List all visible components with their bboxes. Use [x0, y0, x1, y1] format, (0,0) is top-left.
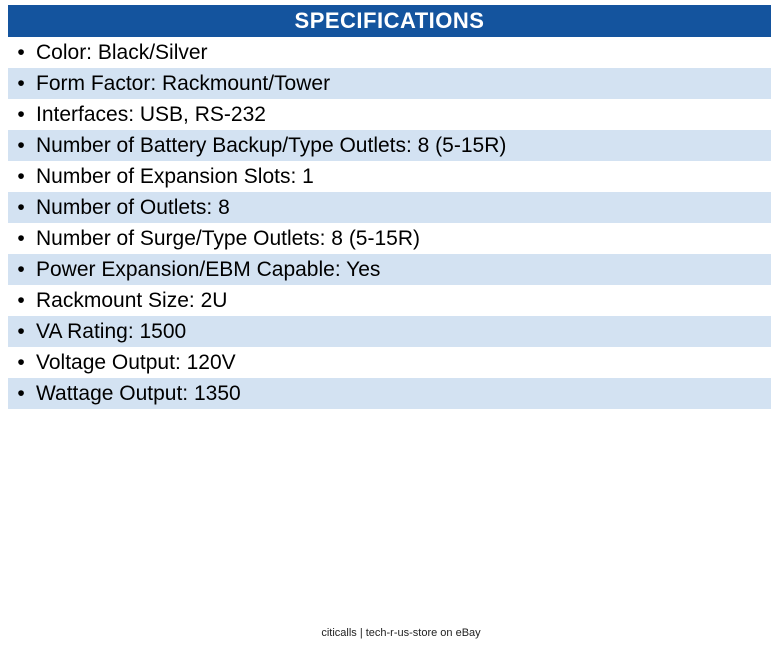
spec-text: Form Factor: Rackmount/Tower [36, 72, 331, 95]
bullet-icon: • [17, 289, 25, 312]
spec-row: • Color: Black/Silver [8, 37, 771, 68]
specifications-table: SPECIFICATIONS • Color: Black/Silver • Form… [8, 5, 771, 409]
spec-rows: • Color: Black/Silver • Form Factor: Rackmo… [8, 37, 771, 409]
spec-text: Interfaces: USB, RS-232 [36, 103, 266, 126]
spec-row: • Number of Expansion Slots: 1 [8, 161, 771, 192]
spec-text: Power Expansion/EBM Capable: Yes [36, 258, 381, 281]
spec-row: • Number of Outlets: 8 [8, 192, 771, 223]
spec-text: Voltage Output: 120V [36, 351, 236, 374]
bullet-icon: • [17, 134, 25, 157]
spec-row: • Form Factor: Rackmount/Tower [8, 68, 771, 99]
footer-credit: citicalls | tech-r-us-store on eBay [321, 627, 481, 639]
spec-row: • Rackmount Size: 2U [8, 285, 771, 316]
bullet-icon: • [17, 72, 25, 95]
spec-text: Rackmount Size: 2U [36, 289, 228, 312]
bullet-icon: • [17, 320, 25, 343]
spec-text: Number of Battery Backup/Type Outlets: 8… [36, 134, 507, 157]
spec-row: • Number of Surge/Type Outlets: 8 (5-15R) [8, 223, 771, 254]
spec-row: • Wattage Output: 1350 [8, 378, 771, 409]
spec-row: • Number of Battery Backup/Type Outlets: … [8, 130, 771, 161]
bullet-icon: • [17, 227, 25, 250]
spec-text: Wattage Output: 1350 [36, 382, 241, 405]
spec-row: • Power Expansion/EBM Capable: Yes [8, 254, 771, 285]
bullet-icon: • [17, 258, 25, 281]
spec-row: • VA Rating: 1500 [8, 316, 771, 347]
bullet-icon: • [17, 382, 25, 405]
footer: citicalls | tech-r-us-store on eBay [0, 626, 782, 640]
spec-text: Number of Outlets: 8 [36, 196, 230, 219]
bullet-icon: • [17, 103, 25, 126]
spec-text: Color: Black/Silver [36, 41, 208, 64]
spec-text: VA Rating: 1500 [36, 320, 187, 343]
bullet-icon: • [17, 196, 25, 219]
bullet-icon: • [17, 351, 25, 374]
spec-text: Number of Surge/Type Outlets: 8 (5-15R) [36, 227, 420, 250]
bullet-icon: • [17, 41, 25, 64]
specifications-header: SPECIFICATIONS [8, 5, 771, 37]
spec-text: Number of Expansion Slots: 1 [36, 165, 314, 188]
bullet-icon: • [17, 165, 25, 188]
spec-row: • Interfaces: USB, RS-232 [8, 99, 771, 130]
spec-row: • Voltage Output: 120V [8, 347, 771, 378]
